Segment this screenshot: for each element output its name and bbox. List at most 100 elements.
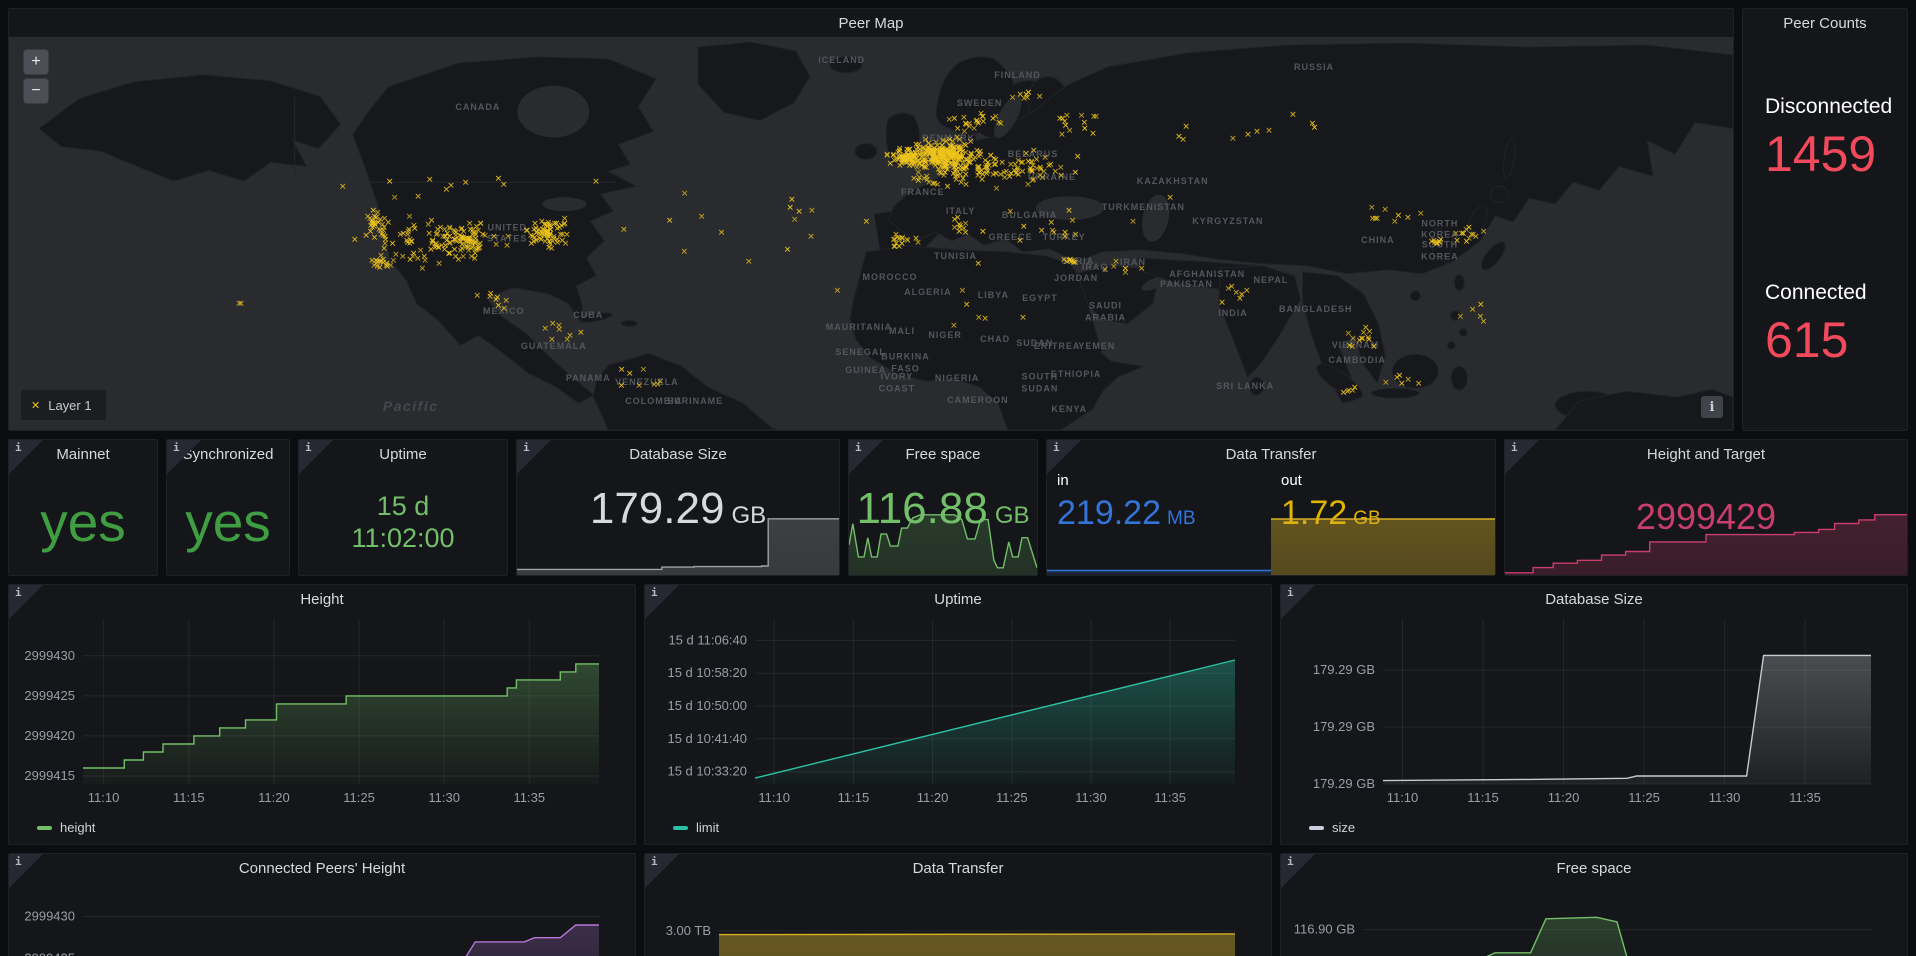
free-space-unit: GB xyxy=(994,502,1030,529)
panel-title: Height and Target xyxy=(1646,445,1766,463)
panel-title: Free space xyxy=(1556,859,1632,877)
in-value: 219.22 xyxy=(1057,494,1161,532)
legend-swatch xyxy=(37,825,52,830)
database-size-value: 179.29 xyxy=(589,484,725,533)
map-peer-markers: ✕ ✕ ✕ ✕ ✕ ✕ ✕ ✕ ✕ ✕ ✕ ✕ ✕ ✕ ✕ ✕ ✕ ✕ ✕ ✕ ✕ ✕ ✕ ✕ ✕ ✕ ✕ ✕ ✕ ✕ ✕ ✕ ✕ ✕ ✕ ✕ ✕ ✕ ✕ ✕… xyxy=(235,87,1488,398)
height-target-header[interactable]: Height and Target xyxy=(1505,440,1907,468)
svg-text:2999420: 2999420 xyxy=(24,728,75,743)
panel-title: Uptime xyxy=(379,445,427,463)
data-transfer-chart[interactable]: 3.00 TB xyxy=(655,882,1261,956)
panel-title: Mainnet xyxy=(56,445,110,463)
svg-text:179.29 GB: 179.29 GB xyxy=(1313,776,1375,791)
free-space-sparkline xyxy=(849,509,1037,575)
free-space-chart[interactable]: 116.90 GB xyxy=(1291,882,1897,956)
panel-info-icon[interactable]: i xyxy=(1047,440,1081,474)
panel-title: Uptime xyxy=(934,590,982,608)
database-size-chart-legend[interactable]: size xyxy=(1309,820,1355,835)
map-layer-legend[interactable]: ✕ Layer 1 xyxy=(21,390,106,420)
free-space-value: 116.88 xyxy=(856,484,988,533)
panel-info-icon[interactable]: i xyxy=(849,440,883,474)
panel-info-icon[interactable]: i xyxy=(299,440,333,474)
panel-title: Height xyxy=(300,590,344,608)
panel-info-icon[interactable]: i xyxy=(9,440,43,474)
mainnet-value: yes xyxy=(40,490,126,553)
data-transfer-chart-panel: i Data Transfer 3.00 TB xyxy=(644,853,1272,956)
svg-text:15 d 10:41:40: 15 d 10:41:40 xyxy=(667,731,747,746)
in-sparkline xyxy=(1047,559,1271,575)
world-map[interactable]: CANADA RUSSIA UNITED STATES MEXICO CUBA GUATE… xyxy=(9,37,1733,430)
svg-text:2999430: 2999430 xyxy=(24,909,75,924)
panel-info-icon[interactable]: i xyxy=(1281,854,1315,888)
free-space-chart-header[interactable]: Free space xyxy=(1281,854,1907,882)
svg-text:11:20: 11:20 xyxy=(1548,790,1580,805)
connected-peers-height-header[interactable]: Connected Peers' Height xyxy=(9,854,635,882)
svg-text:15 d 10:33:20: 15 d 10:33:20 xyxy=(667,764,747,779)
database-size-chart-header[interactable]: Database Size xyxy=(1281,585,1907,613)
panel-info-icon[interactable]: i xyxy=(167,440,201,474)
data-transfer-header[interactable]: Data Transfer xyxy=(1047,440,1495,468)
in-label: in xyxy=(1057,472,1069,489)
uptime-chart-header[interactable]: Uptime xyxy=(645,585,1271,613)
panel-info-icon[interactable]: i xyxy=(1505,440,1539,474)
out-label: out xyxy=(1281,472,1302,489)
layer-marker-icon: ✕ xyxy=(31,399,41,412)
svg-text:179.29 GB: 179.29 GB xyxy=(1313,662,1375,677)
database-size-header[interactable]: Database Size xyxy=(517,440,839,468)
free-space-header[interactable]: Free space xyxy=(849,440,1037,468)
svg-text:11:25: 11:25 xyxy=(343,790,375,805)
peer-map-panel: Peer Map xyxy=(8,8,1734,431)
height-target-sparkline xyxy=(1505,499,1907,575)
peer-counts-header[interactable]: Peer Counts xyxy=(1743,9,1907,37)
connected-peers-height-chart[interactable]: 2999425 2999430 xyxy=(19,882,625,956)
data-transfer-chart-header[interactable]: Data Transfer xyxy=(645,854,1271,882)
free-space-stat-panel: i Free space 116.88 GB xyxy=(848,439,1038,576)
map-zoom-in-button[interactable]: + xyxy=(23,49,49,75)
height-chart-header[interactable]: Height xyxy=(9,585,635,613)
svg-text:11:30: 11:30 xyxy=(428,790,460,805)
uptime-header[interactable]: Uptime xyxy=(299,440,507,468)
connected-stat: Connected 615 xyxy=(1765,281,1867,365)
panel-info-icon[interactable]: i xyxy=(9,585,43,619)
svg-text:11:35: 11:35 xyxy=(1789,790,1821,805)
uptime-chart[interactable]: 11:10 11:15 11:20 11:25 11:30 11:35 15 d 10:33… xyxy=(655,613,1261,810)
svg-text:11:30: 11:30 xyxy=(1075,790,1107,805)
height-target-panel: i Height and Target 2999429 xyxy=(1504,439,1908,576)
svg-text:11:20: 11:20 xyxy=(258,790,290,805)
synchronized-value: yes xyxy=(185,490,271,553)
svg-text:179.29 GB: 179.29 GB xyxy=(1313,719,1375,734)
uptime-chart-panel: i Uptime 11:10 11:15 11:20 11:25 11:30 11:35 1… xyxy=(644,584,1272,845)
uptime-chart-legend[interactable]: limit xyxy=(673,820,719,835)
svg-text:2999430: 2999430 xyxy=(24,648,75,663)
legend-label: limit xyxy=(696,820,720,835)
panel-info-icon[interactable]: i xyxy=(645,854,679,888)
legend-swatch xyxy=(673,825,688,830)
mainnet-header[interactable]: Mainnet xyxy=(9,440,157,468)
panel-info-icon[interactable]: i xyxy=(1281,585,1315,619)
svg-text:11:35: 11:35 xyxy=(1154,790,1186,805)
svg-text:3.00 TB: 3.00 TB xyxy=(666,923,711,938)
panel-info-icon[interactable]: i xyxy=(645,585,679,619)
synchronized-header[interactable]: Synchronized xyxy=(167,440,289,468)
peer-counts-panel: Peer Counts Disconnected 1459 Connected … xyxy=(1742,8,1908,431)
height-chart[interactable]: 11:10 11:15 11:20 11:25 11:30 11:35 2999415 299… xyxy=(19,613,625,810)
database-size-chart-panel: i Database Size 11:10 11:15 11:20 11:25 11:3… xyxy=(1280,584,1908,845)
map-country-labels: CANADA RUSSIA UNITED STATES MEXICO CUBA GUATE… xyxy=(382,54,1459,415)
svg-text:15 d 11:06:40: 15 d 11:06:40 xyxy=(668,632,747,647)
data-transfer-stat-panel: i Data Transfer in 219.22 MB out 1.72 GB xyxy=(1046,439,1496,576)
svg-text:11:35: 11:35 xyxy=(514,790,546,805)
panel-info-icon[interactable]: i xyxy=(9,854,43,888)
uptime-value: 15 d 11:02:00 xyxy=(351,491,455,553)
svg-text:11:15: 11:15 xyxy=(173,790,205,805)
svg-text:11:30: 11:30 xyxy=(1709,790,1741,805)
panel-title: Data Transfer xyxy=(912,859,1004,877)
panel-info-icon[interactable]: i xyxy=(517,440,551,474)
map-attribution-button[interactable]: i xyxy=(1701,396,1723,418)
disconnected-value: 1459 xyxy=(1765,126,1877,182)
peer-map-header[interactable]: Peer Map xyxy=(9,9,1733,37)
map-zoom-out-button[interactable]: − xyxy=(23,78,49,104)
height-chart-legend[interactable]: height xyxy=(37,820,95,835)
in-unit: MB xyxy=(1167,508,1196,529)
database-size-chart[interactable]: 11:10 11:15 11:20 11:25 11:30 11:35 179.29 GB 1… xyxy=(1291,613,1897,810)
panel-title: Free space xyxy=(905,445,981,463)
panel-title: Peer Map xyxy=(838,14,904,32)
